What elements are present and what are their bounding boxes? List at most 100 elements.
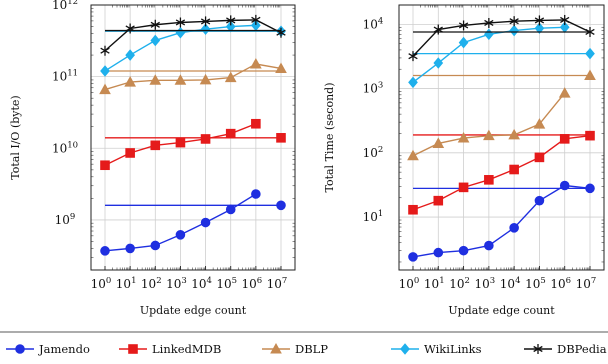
data-point <box>534 22 545 35</box>
reference-point <box>584 69 596 80</box>
data-point <box>585 26 595 37</box>
y-tick-label: 109 <box>55 212 76 227</box>
data-point <box>458 20 469 31</box>
data-point <box>251 118 261 129</box>
data-point <box>224 71 237 83</box>
y-tick-label: 102 <box>363 145 384 160</box>
legend-item-linkedmdb: LinkedMDB <box>119 342 221 356</box>
data-point <box>226 15 236 26</box>
data-point <box>509 223 519 233</box>
data-point <box>150 19 160 30</box>
data-point <box>585 130 595 141</box>
chart-panel-1: 100 101 102 103 104 105 106 107 109 1010 1011 1012 U… <box>9 0 296 317</box>
data-point <box>225 128 236 139</box>
x-tick-label: 100 <box>399 276 420 291</box>
data-point <box>433 57 444 69</box>
y-tick-label: 101 <box>363 209 384 224</box>
data-point <box>458 245 469 256</box>
data-point <box>99 83 111 95</box>
data-point <box>408 204 418 215</box>
data-point <box>558 87 571 98</box>
y-tick-label: 1012 <box>52 0 78 12</box>
data-point <box>150 140 161 151</box>
legend-item-jamendo: Jamendo <box>6 342 90 356</box>
x-tick-label: 104 <box>500 276 521 291</box>
data-point <box>457 131 470 143</box>
legend-marker <box>400 343 410 355</box>
x-axis-label: Update edge count <box>140 304 247 317</box>
data-point <box>149 74 162 85</box>
series-dblp <box>407 69 596 161</box>
data-point <box>408 252 418 262</box>
series-line <box>412 19 591 57</box>
data-point <box>200 23 211 35</box>
series-linkedmdb <box>100 118 286 171</box>
y-tick-label: 103 <box>363 81 384 96</box>
legend-marker <box>15 344 25 354</box>
x-tick-label: 106 <box>550 276 571 291</box>
data-point <box>534 15 545 26</box>
legend-label: DBLP <box>295 342 328 356</box>
data-point <box>125 23 135 34</box>
series-line <box>104 19 282 52</box>
x-tick-label: 102 <box>141 276 162 291</box>
x-tick-label: 100 <box>91 276 112 291</box>
data-point <box>175 229 186 240</box>
data-point <box>408 76 418 89</box>
y-axis-label: Total I/O (byte) <box>9 95 22 179</box>
x-tick-label: 107 <box>267 276 288 291</box>
y-axis-label: Total Time (second) <box>323 82 336 192</box>
data-point <box>484 240 494 251</box>
data-point <box>225 20 236 33</box>
series-jamendo <box>100 189 286 256</box>
data-point <box>100 160 110 171</box>
chart-panel-2: 100 101 102 103 104 105 106 107 101 102 103 104 Upda… <box>323 4 605 317</box>
reference-point <box>276 200 286 211</box>
legend-item-dbpedia: DBPedia <box>524 342 607 356</box>
x-tick-label: 103 <box>475 276 496 291</box>
legend-marker <box>533 344 543 354</box>
data-point <box>125 49 135 61</box>
data-point <box>100 45 110 56</box>
legend-label: DBPedia <box>557 342 607 356</box>
data-point <box>200 16 211 27</box>
data-point <box>458 36 469 49</box>
data-point <box>509 24 519 37</box>
data-point <box>200 217 211 228</box>
series-dbpedia <box>100 14 286 56</box>
data-point <box>251 14 261 25</box>
x-tick-label: 101 <box>116 276 137 291</box>
data-point <box>533 118 546 129</box>
data-point <box>125 243 135 254</box>
data-point <box>408 51 418 62</box>
data-point <box>175 26 186 39</box>
legend-marker <box>128 344 138 354</box>
data-point <box>559 180 570 191</box>
x-tick-label: 106 <box>242 276 263 291</box>
x-tick-label: 104 <box>191 276 212 291</box>
data-point <box>407 149 419 161</box>
data-point <box>534 152 545 163</box>
legend-label: Jamendo <box>38 342 90 356</box>
series-jamendo <box>408 180 595 262</box>
legend: Jamendo LinkedMDB DBLP WikiLinks DBPedia <box>0 331 608 356</box>
data-point <box>508 128 520 140</box>
data-point <box>484 28 494 41</box>
x-tick-label: 101 <box>424 276 445 291</box>
data-point <box>484 17 494 28</box>
series-dblp <box>99 57 287 95</box>
x-tick-label: 105 <box>525 276 546 291</box>
data-point <box>199 73 212 85</box>
data-point <box>200 134 211 144</box>
data-point <box>433 195 444 206</box>
x-tick-label: 105 <box>216 276 237 291</box>
data-point <box>175 137 186 148</box>
legend-label: WikiLinks <box>424 342 482 356</box>
legend-item-wikilinks: WikiLinks <box>391 342 482 356</box>
x-axis-label: Update edge count <box>448 304 555 317</box>
plot-frame <box>398 4 605 271</box>
data-point <box>150 34 161 47</box>
data-point <box>150 240 161 251</box>
data-point <box>484 175 494 185</box>
